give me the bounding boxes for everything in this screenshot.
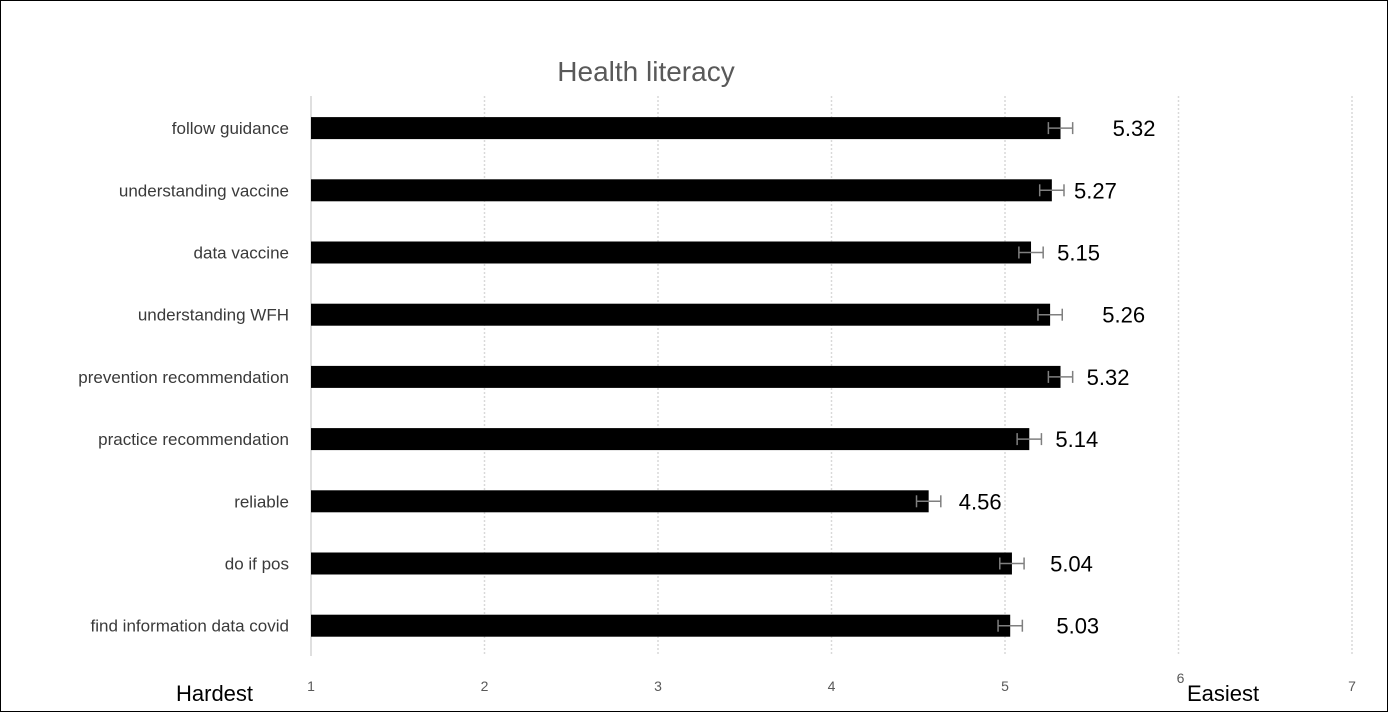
- bar: [311, 179, 1052, 202]
- data-label: 5.15: [1057, 241, 1100, 266]
- bar: [311, 303, 1051, 326]
- data-label: 4.56: [959, 489, 1002, 514]
- data-label: 5.32: [1087, 365, 1130, 390]
- data-label: 5.32: [1113, 116, 1156, 141]
- x-tick-label: 2: [481, 678, 489, 694]
- x-tick-label: 5: [1001, 678, 1009, 694]
- x-tick-label: 1: [307, 678, 315, 694]
- x-tick-label: 4: [828, 678, 836, 694]
- category-label: practice recommendation: [98, 430, 289, 449]
- category-label: reliable: [234, 492, 289, 511]
- category-label: data vaccine: [194, 244, 289, 263]
- bars-layer: [311, 117, 1074, 637]
- data-label: 5.14: [1055, 427, 1098, 452]
- category-label: find information data covid: [91, 617, 289, 636]
- bar: [311, 365, 1061, 388]
- bar: [311, 614, 1011, 637]
- bar: [311, 241, 1032, 264]
- x-tick-label: 6: [1177, 670, 1185, 686]
- bar: [311, 428, 1030, 451]
- category-label: understanding vaccine: [119, 181, 289, 200]
- data-label: 5.04: [1050, 552, 1093, 577]
- x-tick-label: 7: [1348, 678, 1356, 694]
- x-axis-hardest-label: Hardest: [176, 681, 253, 706]
- ticks-layer: 1 2 3 4 5 6 7: [307, 670, 1356, 694]
- category-label: follow guidance: [172, 119, 289, 138]
- bar: [311, 490, 929, 513]
- bar: [311, 117, 1061, 140]
- bar: [311, 552, 1012, 575]
- x-axis-easiest-label: Easiest: [1187, 681, 1259, 706]
- category-label: understanding WFH: [138, 306, 289, 325]
- data-label: 5.03: [1056, 614, 1099, 639]
- labels-layer: follow guidance 5.32 understanding vaccine…: [78, 116, 1155, 639]
- chart-title: Health literacy: [557, 56, 734, 87]
- x-tick-label: 3: [654, 678, 662, 694]
- category-label: do if pos: [225, 555, 289, 574]
- data-label: 5.26: [1102, 303, 1145, 328]
- data-label: 5.27: [1074, 178, 1117, 203]
- category-label: prevention recommendation: [78, 368, 289, 387]
